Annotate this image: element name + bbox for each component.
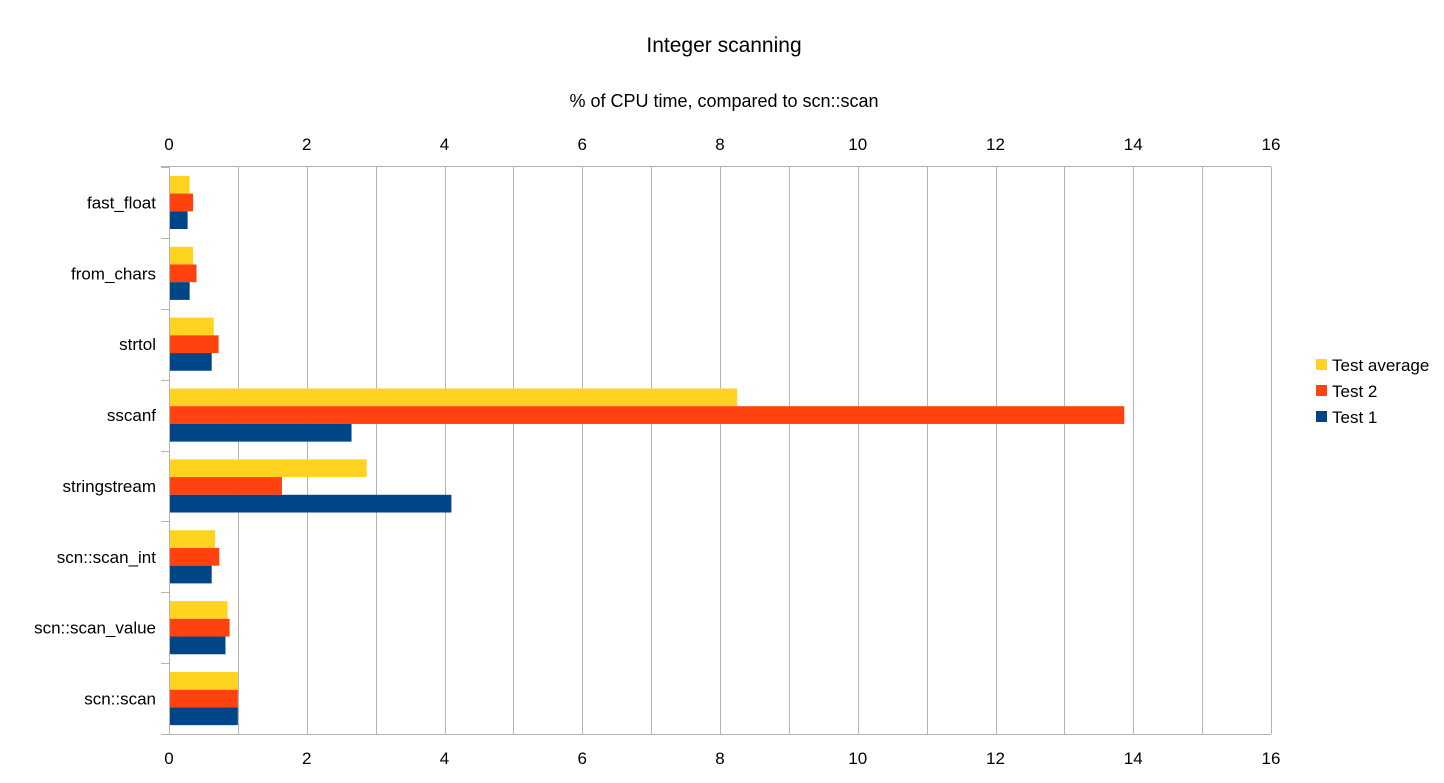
legend-swatch — [1316, 385, 1327, 396]
x-tick-label-top: 2 — [302, 135, 311, 154]
bar-scn::scan_value-test-2 — [169, 618, 230, 637]
chart-subtitle: % of CPU time, compared to scn::scan — [569, 91, 878, 111]
bar-scn::scan_int-test-2 — [169, 547, 220, 566]
bar-sscanf-test-1 — [169, 423, 352, 442]
x-tick-label-top: 4 — [440, 135, 449, 154]
x-tick-label-top: 14 — [1124, 135, 1143, 154]
legend-swatch — [1316, 359, 1327, 370]
legend-label: Test 1 — [1332, 408, 1377, 427]
bar-scn::scan-test-average — [169, 671, 238, 690]
legend-swatch — [1316, 411, 1327, 422]
legend-label: Test average — [1332, 356, 1429, 375]
x-tick-label-bottom: 16 — [1262, 749, 1281, 768]
bar-fast_float-test-average — [169, 175, 190, 194]
chart-title: Integer scanning — [646, 34, 801, 57]
x-tick-label-bottom: 10 — [848, 749, 867, 768]
bar-sscanf-test-2 — [169, 406, 1125, 424]
bars — [169, 175, 1125, 726]
bar-from_chars-test-2 — [169, 264, 197, 283]
y-tick-label: from_chars — [71, 264, 156, 283]
bar-scn::scan_int-test-average — [169, 530, 216, 548]
x-tick-label-bottom: 14 — [1124, 749, 1143, 768]
x-tick-label-top: 0 — [164, 135, 173, 154]
legend-label: Test 2 — [1332, 382, 1377, 401]
x-tick-label-bottom: 6 — [578, 749, 587, 768]
bar-stringstream-test-average — [169, 459, 367, 478]
x-tick-label-top: 6 — [578, 135, 587, 154]
bar-from_chars-test-average — [169, 246, 194, 265]
y-tick-label: stringstream — [62, 477, 156, 496]
x-tick-label-bottom: 4 — [440, 749, 449, 768]
bar-sscanf-test-average — [169, 388, 738, 407]
x-tick-label-top: 16 — [1262, 135, 1281, 154]
y-tick-label: scn::scan_int — [57, 548, 156, 567]
bar-from_chars-test-1 — [169, 282, 190, 300]
bar-stringstream-test-2 — [169, 477, 282, 495]
bar-strtol-test-average — [169, 317, 214, 336]
bar-scn::scan_value-test-1 — [169, 636, 226, 655]
bar-scn::scan_int-test-1 — [169, 565, 212, 584]
gridlines — [169, 167, 1272, 734]
x-tick-label-bottom: 2 — [302, 749, 311, 768]
y-tick-label: fast_float — [87, 193, 156, 212]
y-tick-label: scn::scan — [84, 690, 156, 709]
bar-fast_float-test-1 — [169, 211, 188, 230]
bar-scn::scan_value-test-average — [169, 601, 228, 619]
bar-scn::scan-test-2 — [169, 689, 238, 708]
y-tick-label: scn::scan_value — [34, 619, 156, 638]
bar-stringstream-test-1 — [169, 494, 452, 513]
bar-strtol-test-2 — [169, 335, 219, 354]
bar-scn::scan-test-1 — [169, 707, 238, 726]
x-tick-label-top: 10 — [848, 135, 867, 154]
bar-fast_float-test-2 — [169, 193, 194, 212]
x-tick-label-bottom: 0 — [164, 749, 173, 768]
x-tick-label-top: 8 — [715, 135, 724, 154]
x-tick-label-top: 12 — [986, 135, 1005, 154]
legend: Test average Test 2 Test 1 — [1316, 356, 1429, 427]
y-tick-label: strtol — [119, 335, 156, 354]
x-tick-label-bottom: 8 — [715, 749, 724, 768]
bar-strtol-test-1 — [169, 353, 212, 371]
y-tick-label: sscanf — [107, 406, 156, 425]
x-tick-label-bottom: 12 — [986, 749, 1005, 768]
